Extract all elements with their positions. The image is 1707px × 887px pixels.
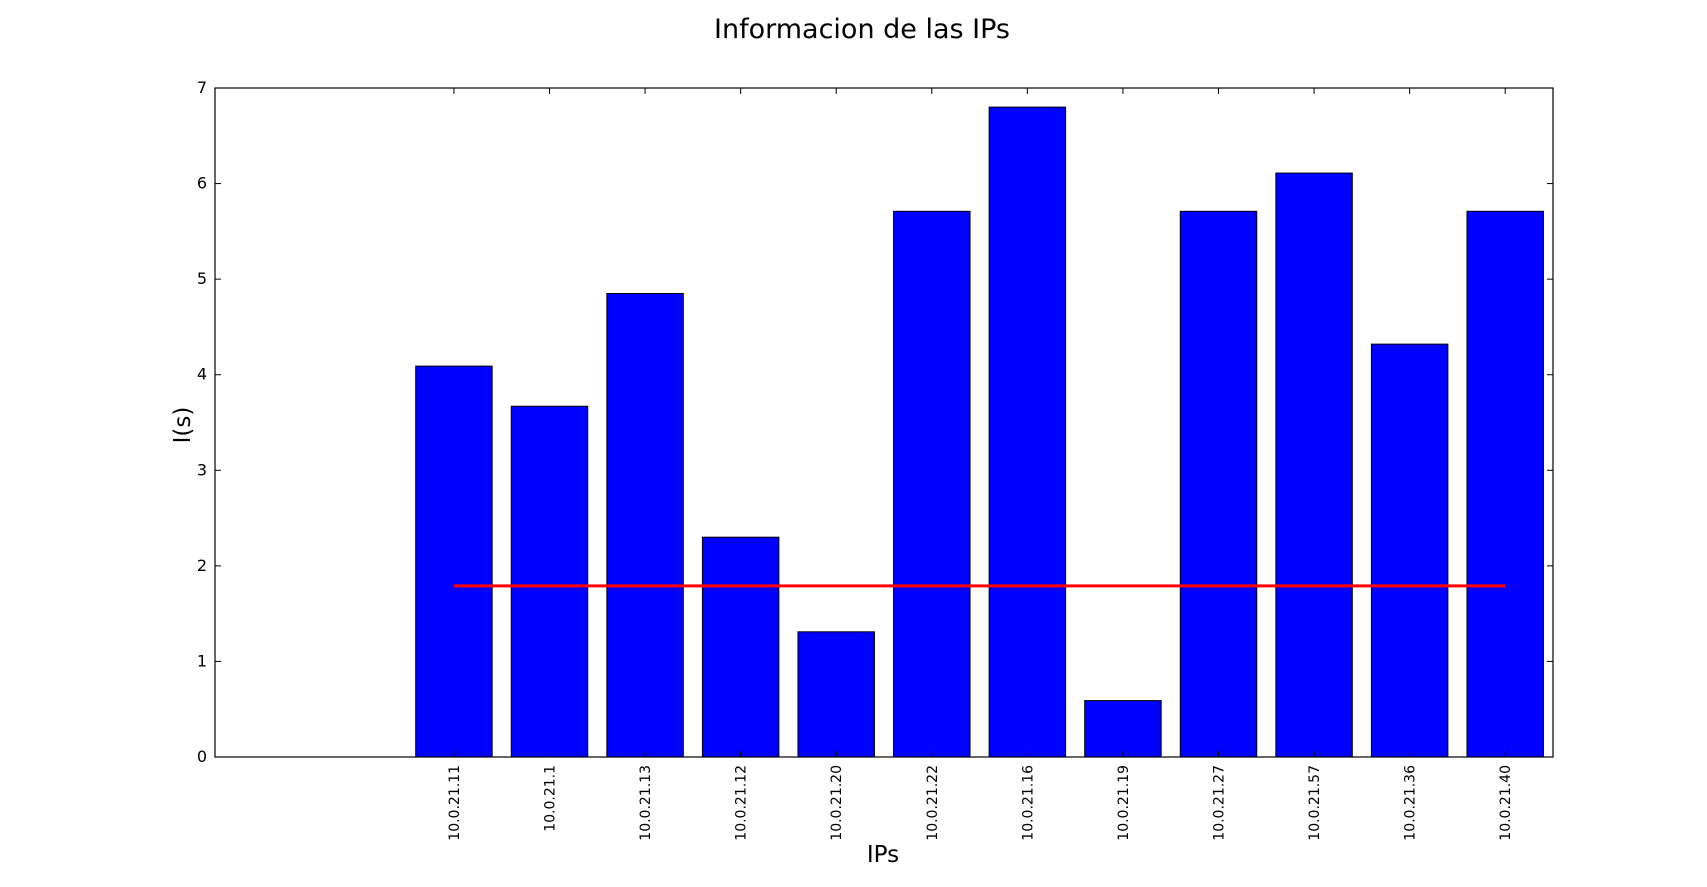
x-tick-label: 10.0.21.16 <box>1020 765 1036 841</box>
bars-layer <box>415 106 1544 758</box>
bar-10.0.21.11 <box>415 365 493 758</box>
x-tick-label: 10.0.21.12 <box>734 765 750 841</box>
y-axis-label: I(s) <box>170 407 196 444</box>
bar-10.0.21.36 <box>1370 343 1449 758</box>
bar-10.0.21.12 <box>701 536 780 758</box>
y-tick-label: 0 <box>197 747 207 766</box>
x-tick-labels-layer: 10.0.21.11 10.0.21.1 10.0.21.13 10.0.21.12 1… <box>447 88 1514 841</box>
x-tick-label: 10.0.21.11 <box>447 765 463 841</box>
x-tick-label: 10.0.21.13 <box>638 765 654 841</box>
x-tick-label: 10.0.21.40 <box>1498 765 1514 841</box>
y-ticks-layer: 0 1 2 3 4 5 6 7 <box>197 78 1553 766</box>
y-tick-label: 1 <box>197 651 207 670</box>
bar-10.0.21.13 <box>606 292 684 758</box>
bar-10.0.21.22 <box>893 210 971 758</box>
plot-frame <box>214 87 1554 758</box>
y-tick-label: 6 <box>197 174 207 193</box>
x-tick-label: 10.0.21.20 <box>829 765 845 841</box>
x-tick-label: 10.0.21.27 <box>1212 765 1228 841</box>
y-tick-label: 7 <box>197 78 207 97</box>
y-tick-label: 5 <box>197 269 207 288</box>
y-tick-label: 2 <box>197 556 207 575</box>
chart-title: Informacion de las IPs <box>714 14 1010 45</box>
y-tick-label: 4 <box>197 365 207 384</box>
x-axis-label: IPs <box>867 842 899 868</box>
bar-10.0.21.20 <box>797 631 875 758</box>
x-tick-label: 10.0.21.36 <box>1403 765 1419 841</box>
axes-layer <box>214 87 1554 758</box>
x-tick-label: 10.0.21.57 <box>1307 765 1323 841</box>
bar-10.0.21.1 <box>510 405 589 758</box>
x-tick-label: 10.0.21.1 <box>543 765 559 832</box>
bar-10.0.21.27 <box>1179 210 1258 758</box>
x-tick-label: 10.0.21.19 <box>1116 765 1132 841</box>
bar-10.0.21.16 <box>988 106 1067 758</box>
y-tick-label: 3 <box>197 460 207 479</box>
bar-10.0.21.57 <box>1275 172 1353 758</box>
bar-10.0.21.19 <box>1084 700 1162 758</box>
bar-10.0.21.40 <box>1466 210 1544 758</box>
x-tick-label: 10.0.21.22 <box>925 765 941 841</box>
